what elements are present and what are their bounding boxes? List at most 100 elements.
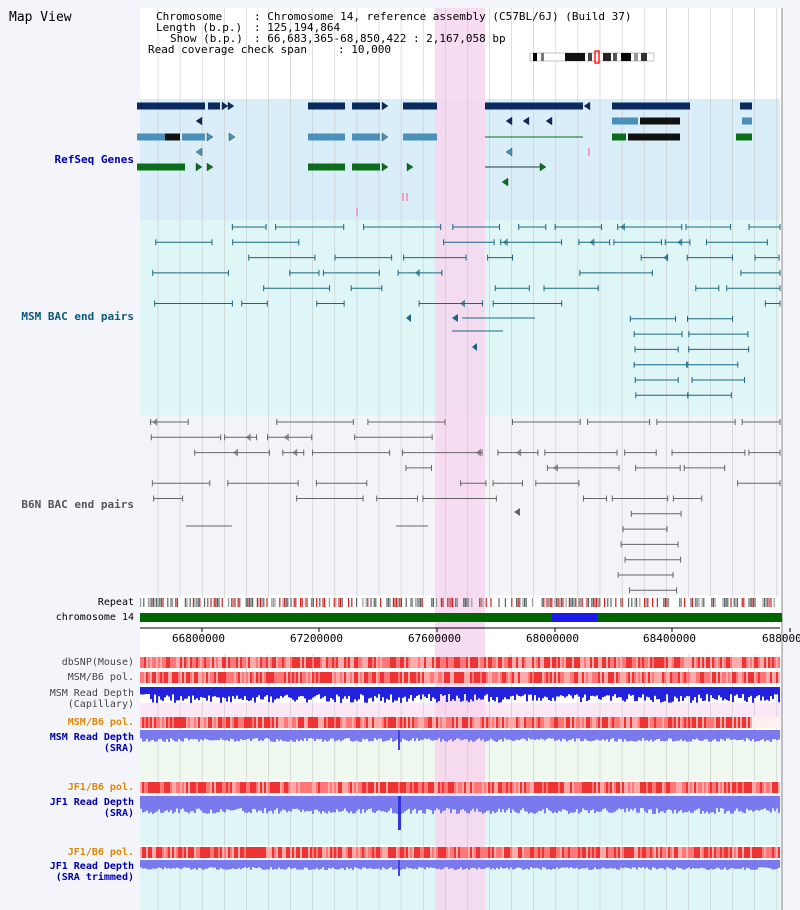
heat-cell <box>398 782 400 793</box>
depth-bar <box>616 730 618 742</box>
depth-bar <box>660 860 662 868</box>
heat-cell <box>468 782 470 793</box>
depth-bar <box>440 687 442 695</box>
heat-cell <box>226 782 228 793</box>
heat-cell <box>658 657 660 668</box>
depth-bar <box>660 687 662 703</box>
depth-bar <box>182 687 184 701</box>
depth-bar <box>164 687 166 698</box>
depth-bar <box>276 687 278 699</box>
heat-cell <box>574 657 576 668</box>
repeat-mark <box>549 598 551 607</box>
gene-exon-block <box>736 133 752 141</box>
depth-bar <box>168 796 170 813</box>
heat-cell <box>604 657 606 668</box>
heat-cell <box>394 717 396 728</box>
depth-bar <box>422 860 424 868</box>
heat-cell <box>440 657 442 668</box>
heat-cell <box>604 717 606 728</box>
heat-cell <box>472 717 474 728</box>
depth-bar <box>482 796 484 814</box>
depth-bar <box>192 796 194 811</box>
depth-bar <box>732 796 734 814</box>
heat-cell <box>728 717 730 728</box>
heat-cell <box>486 657 488 668</box>
depth-bar <box>762 860 764 868</box>
depth-bar <box>416 687 418 696</box>
heat-cell <box>702 847 704 858</box>
depth-bar <box>310 687 312 700</box>
depth-bar <box>188 860 190 868</box>
heat-cell <box>722 717 724 728</box>
depth-bar <box>450 796 452 814</box>
heat-cell <box>336 717 338 728</box>
heat-cell <box>268 672 270 683</box>
depth-bar <box>332 796 334 813</box>
depth-bar <box>694 860 696 869</box>
repeat-mark <box>362 598 364 607</box>
heat-cell <box>434 847 436 858</box>
depth-bar <box>708 796 710 814</box>
track-label-msm-bac[interactable]: MSM BAC end pairs <box>21 310 134 323</box>
depth-bar <box>756 796 758 810</box>
heat-cell <box>636 717 638 728</box>
heat-cell <box>270 717 272 728</box>
depth-bar <box>168 687 170 697</box>
heat-cell <box>208 782 210 793</box>
heat-cell <box>382 717 384 728</box>
heat-cell <box>470 847 472 858</box>
depth-bar <box>728 796 730 811</box>
depth-bar <box>480 687 482 700</box>
depth-bar <box>534 730 536 741</box>
depth-bar <box>712 730 714 741</box>
depth-bar <box>302 796 304 810</box>
heat-cell <box>340 782 342 793</box>
heat-cell <box>760 847 762 858</box>
heat-cell <box>282 782 284 793</box>
heat-cell <box>144 672 146 683</box>
heat-cell <box>602 717 604 728</box>
depth-bar <box>530 687 532 695</box>
track-label-refseq[interactable]: RefSeq Genes <box>54 153 134 166</box>
heat-cell <box>764 847 766 858</box>
heat-cell <box>476 847 478 858</box>
depth-bar <box>570 730 572 740</box>
heat-cell <box>238 672 240 683</box>
depth-bar <box>704 796 706 814</box>
heat-cell <box>190 782 192 793</box>
repeat-mark <box>285 598 287 607</box>
repeat-mark <box>765 598 767 607</box>
gene-exon-block <box>612 102 690 110</box>
heat-cell <box>344 672 346 683</box>
depth-bar <box>212 687 214 697</box>
heat-cell <box>482 717 484 728</box>
repeat-mark <box>340 598 342 607</box>
heat-cell <box>614 657 616 668</box>
depth-bar <box>606 796 608 811</box>
heat-cell <box>370 657 372 668</box>
depth-bar <box>312 730 314 739</box>
depth-bar <box>360 796 362 814</box>
depth-bar <box>342 687 344 699</box>
track-label-b6n-bac[interactable]: B6N BAC end pairs <box>21 498 134 511</box>
depth-bar <box>606 687 608 696</box>
depth-bar <box>650 796 652 810</box>
heat-cell <box>772 782 774 793</box>
repeat-mark <box>216 598 218 607</box>
depth-bar <box>736 687 738 695</box>
depth-bar <box>630 860 632 869</box>
heat-cell <box>456 672 458 683</box>
depth-bar <box>602 687 604 698</box>
depth-bar <box>214 730 216 741</box>
heat-cell <box>352 847 354 858</box>
depth-bar <box>386 796 388 813</box>
depth-bar <box>594 796 596 814</box>
repeat-mark <box>596 598 598 607</box>
depth-bar <box>374 796 376 813</box>
depth-bar <box>210 687 212 702</box>
heat-cell <box>546 657 548 668</box>
heat-cell <box>376 717 378 728</box>
heat-cell <box>456 717 458 728</box>
depth-bar <box>342 796 344 811</box>
